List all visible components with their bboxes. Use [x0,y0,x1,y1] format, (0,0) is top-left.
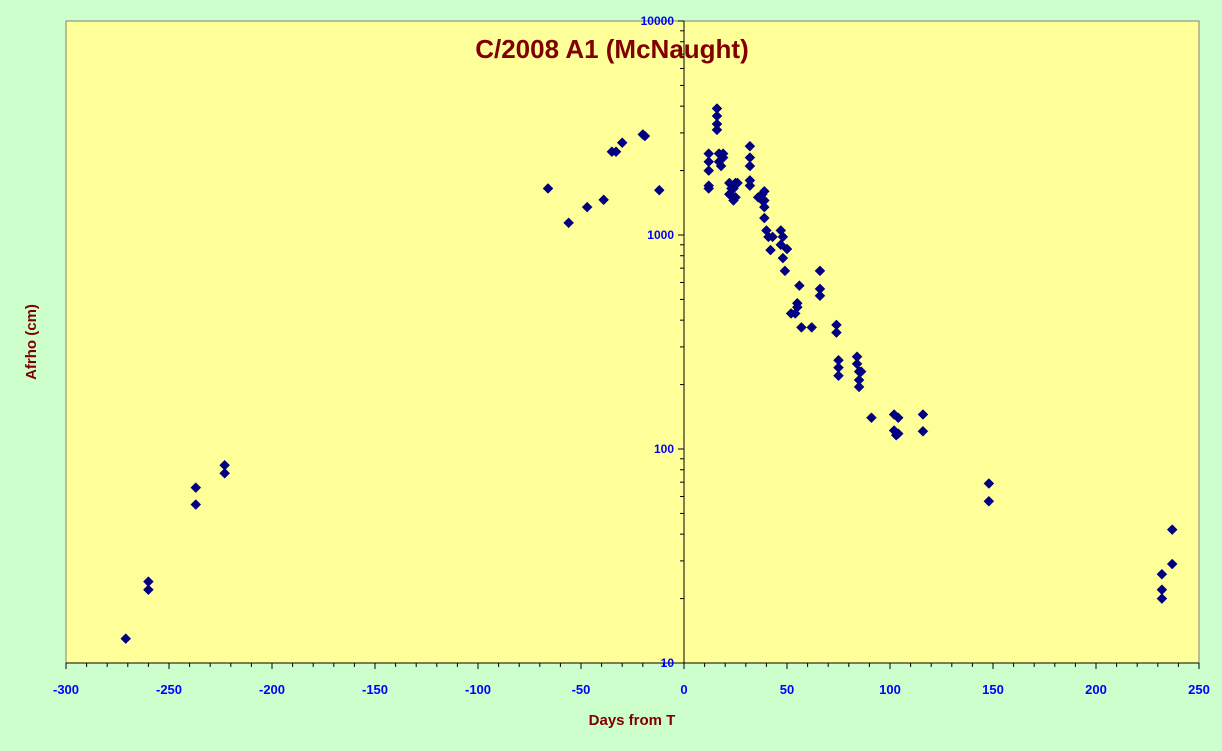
data-point [581,201,593,213]
plot-area [65,20,1200,664]
data-point [120,633,132,644]
data-point [1156,568,1168,580]
data-point [219,459,230,471]
data-point [715,160,727,172]
data-point [833,370,844,382]
data-point [598,194,610,206]
y-tick-label: 100 [654,442,674,456]
data-point [703,156,715,168]
data-point [744,140,756,152]
x-tick-label: -300 [53,682,79,697]
data-point [143,576,154,587]
data-point [814,265,826,277]
data-point [866,412,877,424]
x-tick-label: 200 [1085,682,1107,697]
data-point [744,160,756,172]
data-point [814,290,826,302]
data-point [791,297,803,309]
data-point [1156,593,1168,604]
data-point [806,322,818,333]
data-point [616,137,628,149]
data-point [703,165,715,176]
data-point [717,148,729,159]
data-point [777,231,789,243]
data-point [711,118,723,130]
data-point [732,177,743,189]
x-tick-label: 50 [780,682,794,697]
x-tick-label: -50 [572,682,591,697]
data-point [1166,558,1178,570]
data-point [190,482,202,493]
data-point [143,584,154,596]
data-point [711,110,723,122]
data-point [758,212,770,224]
data-point [853,381,865,393]
data-point [983,478,995,489]
x-tick-label: 0 [680,682,687,697]
data-point [892,412,904,424]
x-axis-title: Days from T [589,712,676,729]
data-point [917,409,929,420]
data-point [758,201,770,213]
data-point [542,183,554,194]
y-tick-label: 1000 [647,228,674,242]
data-point [758,185,770,197]
data-point [796,322,807,333]
data-points [120,103,1178,644]
x-tick-label: 100 [879,682,901,697]
data-point [653,184,665,196]
chart-title: C/2008 A1 (McNaught) [475,34,749,64]
x-tick-label: -200 [259,682,285,697]
data-point [779,265,791,277]
data-point [703,180,715,192]
data-point [1166,524,1178,535]
y-axis-title: Afrho (cm) [23,304,40,380]
data-point [744,152,756,163]
data-point [711,103,723,114]
data-point [563,217,574,229]
x-tick-label: 250 [1188,682,1210,697]
data-point [730,191,741,203]
data-point [758,195,770,206]
data-point [767,231,778,243]
data-point [917,425,929,437]
x-tick-label: -100 [465,682,491,697]
data-point [781,243,793,255]
data-point [711,124,723,136]
data-point [744,175,756,186]
axes: -300 -250 -200 -150 -100 -50 0 50 100 150 200 250 10… [53,14,1210,697]
y-tick-label: 10000 [641,14,675,28]
data-point [777,252,789,264]
x-tick-label: -150 [362,682,388,697]
data-point [765,244,776,256]
data-point [831,327,842,338]
data-point [219,467,230,479]
data-point [703,148,715,159]
data-point [190,499,202,510]
x-tick-label: -250 [156,682,182,697]
data-point [1156,584,1168,596]
y-tick-label: 10 [661,656,675,670]
data-point [892,428,904,439]
data-point [639,130,651,142]
data-point [775,239,787,251]
x-tick-label: 150 [982,682,1004,697]
data-point [983,495,995,507]
data-point [610,146,622,158]
data-point [855,366,867,377]
data-point [794,280,805,291]
